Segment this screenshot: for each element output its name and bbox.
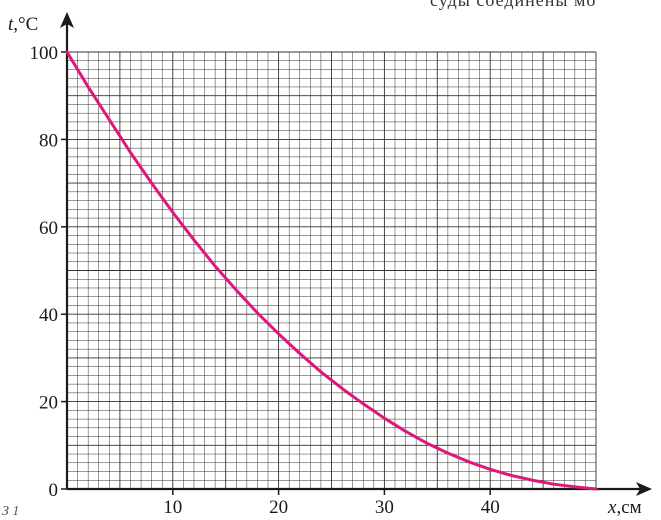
y-tick-label: 40 [39, 305, 58, 326]
y-axis-label-unit: ,°C [13, 14, 38, 35]
y-tick-label: 20 [39, 393, 58, 414]
chart-axes [60, 12, 652, 496]
x-axis-label-unit: ,см [616, 497, 641, 518]
x-tick-label: 40 [481, 497, 500, 518]
x-tick-label: 30 [375, 497, 394, 518]
chart-ticks: 10 20 30 40 0 20 40 60 80 100 [30, 43, 500, 518]
y-tick-label: 0 [49, 480, 59, 501]
y-axis-label: t,°C [8, 14, 38, 35]
chart-series-layer [65, 50, 598, 491]
y-tick-label: 80 [39, 130, 58, 151]
y-axis-arrow-icon [60, 12, 74, 28]
series-line [65, 50, 598, 491]
x-axis-arrow-icon [636, 482, 652, 496]
y-axis-label-variable: t [8, 14, 14, 35]
y-tick-label: 60 [39, 218, 58, 239]
y-tick-label: 100 [30, 43, 59, 64]
page-text-fragment-bottom: З 1 [2, 504, 20, 519]
page-text-fragment-top: суды соединены мо [430, 0, 597, 10]
x-axis-label: x,см [607, 497, 642, 518]
x-axis-label-variable: x [607, 497, 617, 518]
x-tick-label: 10 [163, 497, 182, 518]
chart-axis-labels: t,°C x,см [8, 14, 642, 518]
x-tick-label: 20 [269, 497, 288, 518]
chart-grid [66, 51, 597, 490]
